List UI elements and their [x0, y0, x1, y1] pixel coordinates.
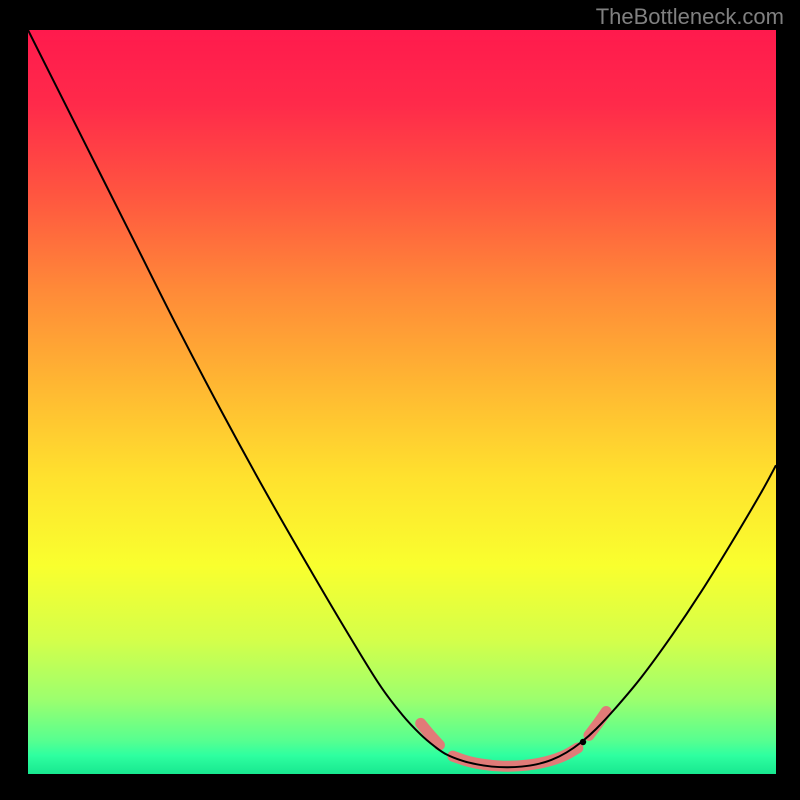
curve-layer: [28, 30, 776, 774]
highlight-group: [421, 712, 607, 767]
end-dot: [580, 739, 586, 745]
bottleneck-curve: [28, 30, 776, 767]
plot-area: [28, 30, 776, 774]
highlight-segment: [589, 712, 606, 736]
watermark-text: TheBottleneck.com: [596, 4, 784, 30]
chart-stage: TheBottleneck.com: [0, 0, 800, 800]
